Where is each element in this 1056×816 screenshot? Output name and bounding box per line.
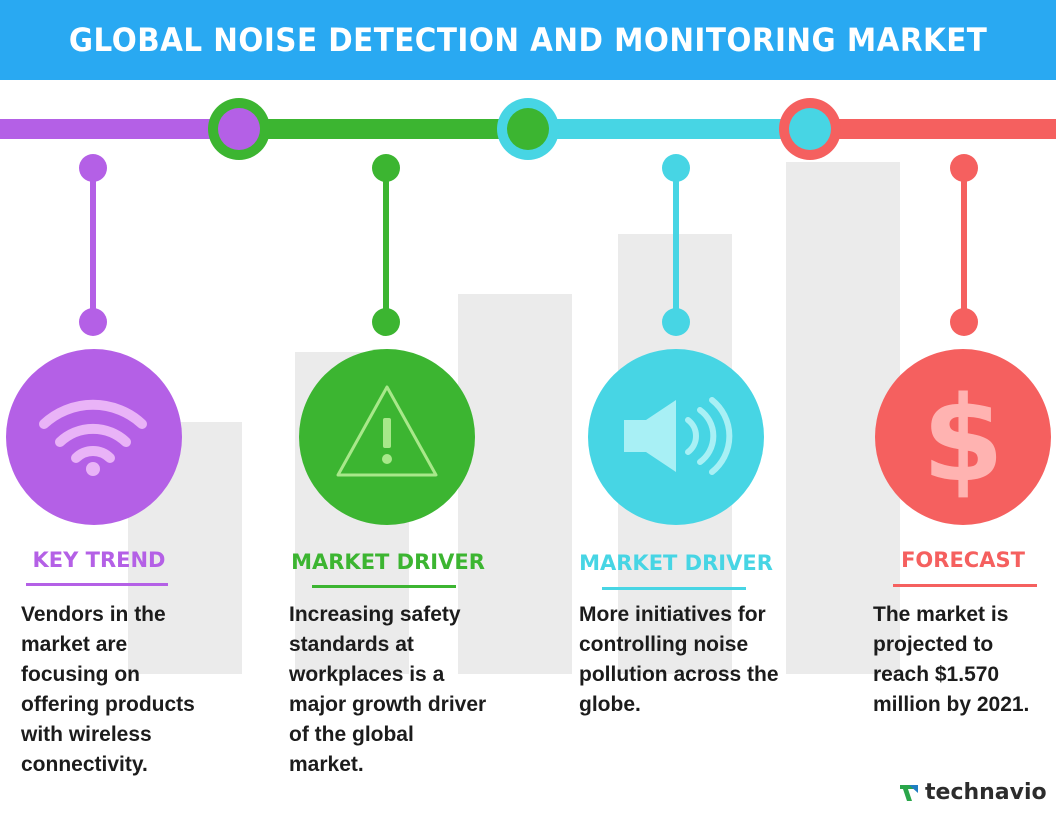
pin-green: [372, 154, 400, 336]
warning-icon: [336, 385, 438, 477]
description-key-trend: Vendors in the market are focusing on of…: [21, 603, 195, 776]
heading-market-driver-2: MARKET DRIVER: [579, 551, 773, 575]
underline-key-trend: [26, 583, 168, 586]
header-banner: GLOBAL NOISE DETECTION AND MONITORING MA…: [0, 0, 1056, 80]
circle-key-trend: [6, 349, 182, 525]
heading-market-driver-1: MARKET DRIVER: [291, 550, 485, 574]
heading-forecast: FORECAST: [901, 548, 1025, 572]
svg-text:$: $: [922, 370, 1004, 508]
timeline-junction-3: [779, 98, 841, 160]
timeline-junction-2: [497, 98, 559, 160]
description-market-driver-1: Increasing safety standards at workplace…: [289, 603, 487, 776]
description-forecast: The market is projected to reach $1.570 …: [873, 603, 1030, 716]
pin-purple: [79, 154, 107, 336]
pin-cyan: [662, 154, 690, 336]
technavio-arrow-icon: [900, 784, 918, 801]
speaker-icon: [624, 397, 733, 475]
underline-market-driver-1: [312, 585, 456, 588]
pin-red: [950, 154, 978, 336]
underline-market-driver-2: [602, 587, 746, 590]
logo-text: technavio: [925, 780, 1047, 805]
timeline-segment-purple: [0, 119, 240, 139]
page-title: GLOBAL NOISE DETECTION AND MONITORING MA…: [68, 21, 988, 59]
timeline-segment-red: [810, 119, 1056, 139]
timeline-segment-green: [240, 119, 528, 139]
technavio-logo: technavio: [898, 780, 1047, 805]
heading-key-trend: KEY TREND: [32, 548, 166, 572]
wifi-icon: [39, 399, 147, 476]
timeline-segment-cyan: [528, 119, 810, 139]
background-bar-3: [458, 294, 572, 674]
dollar-icon: $: [922, 370, 1004, 508]
timeline-junction-1: [208, 98, 270, 160]
description-market-driver-2: More initiatives for controlling noise p…: [579, 603, 779, 716]
circle-forecast: [875, 349, 1051, 525]
underline-forecast: [893, 584, 1037, 587]
